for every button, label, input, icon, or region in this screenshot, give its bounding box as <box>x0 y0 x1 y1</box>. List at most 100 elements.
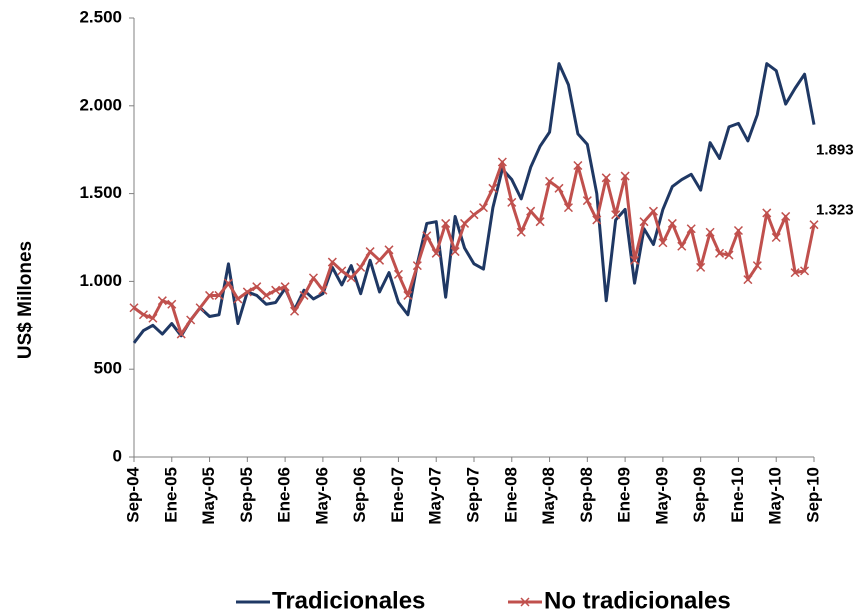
marker <box>195 303 205 313</box>
marker <box>639 217 649 227</box>
x-tick-label: May-10 <box>766 467 785 525</box>
marker <box>488 183 498 193</box>
legend-label: Tradicionales <box>272 587 425 614</box>
marker <box>545 176 555 186</box>
marker <box>214 290 224 300</box>
marker <box>242 287 252 297</box>
marker <box>318 285 328 295</box>
marker <box>771 232 781 243</box>
marker <box>356 262 366 272</box>
x-tick-label: Ene-09 <box>615 467 634 523</box>
marker <box>516 227 526 237</box>
marker <box>630 255 640 265</box>
x-tick-label: Sep-05 <box>237 467 256 523</box>
marker <box>403 290 413 300</box>
x-tick-label: Sep-10 <box>803 467 822 523</box>
y-axis-label: US$ Millones <box>15 241 36 359</box>
marker <box>138 310 148 320</box>
y-tick-label: 1.500 <box>79 183 122 202</box>
marker <box>554 183 564 193</box>
marker <box>648 206 658 216</box>
legend-marker <box>520 597 530 607</box>
x-tick-label: Sep-06 <box>350 467 369 523</box>
marker <box>762 208 772 218</box>
marker <box>601 173 611 183</box>
marker <box>157 296 167 306</box>
marker <box>148 313 158 323</box>
y-tick-label: 2.000 <box>79 95 122 114</box>
x-tick-label: Ene-05 <box>161 467 180 523</box>
marker <box>563 203 573 213</box>
y-tick-label: 1.000 <box>79 271 122 290</box>
marker <box>233 294 243 304</box>
y-tick-label: 500 <box>94 359 122 378</box>
marker <box>129 303 139 313</box>
marker <box>592 215 602 225</box>
x-tick-label: Sep-07 <box>463 467 482 523</box>
marker <box>724 250 734 260</box>
marker <box>705 227 715 237</box>
y-tick-label: 0 <box>113 446 122 465</box>
marker <box>582 196 592 206</box>
marker <box>469 210 479 220</box>
marker <box>573 160 583 171</box>
x-tick-label: May-08 <box>539 467 558 525</box>
legend-label: No tradicionales <box>544 587 731 614</box>
marker <box>526 206 536 216</box>
marker <box>441 218 451 228</box>
marker <box>620 171 630 181</box>
marker <box>375 255 385 265</box>
marker <box>280 282 290 292</box>
marker <box>507 197 517 207</box>
marker <box>743 275 753 285</box>
y-tick-label: 2.500 <box>79 7 122 26</box>
marker <box>696 262 706 272</box>
x-tick-label: Ene-10 <box>728 467 747 523</box>
marker <box>667 218 677 228</box>
marker <box>299 290 309 300</box>
marker <box>365 247 375 257</box>
x-tick-label: Ene-08 <box>501 467 520 523</box>
x-tick-label: Sep-04 <box>123 466 142 522</box>
x-tick-label: Sep-08 <box>577 467 596 523</box>
marker <box>422 231 432 241</box>
marker <box>733 225 743 236</box>
marker <box>611 210 621 220</box>
data-label: 1.893 <box>816 142 854 159</box>
marker <box>677 241 687 251</box>
marker <box>290 306 300 316</box>
marker <box>460 218 470 228</box>
marker <box>384 245 394 255</box>
x-tick-label: Ene-07 <box>388 467 407 523</box>
marker <box>186 315 196 325</box>
marker <box>261 290 271 300</box>
x-tick-label: May-06 <box>312 467 331 525</box>
marker <box>205 290 215 300</box>
marker <box>450 247 460 257</box>
marker <box>223 278 233 288</box>
marker <box>686 224 696 234</box>
marker <box>497 157 507 167</box>
marker <box>308 273 318 283</box>
marker <box>658 238 668 248</box>
marker <box>337 266 347 276</box>
marker <box>790 268 800 278</box>
marker <box>346 273 356 283</box>
marker <box>535 217 545 227</box>
marker <box>176 329 186 339</box>
marker <box>809 220 819 230</box>
x-tick-label: Sep-09 <box>690 467 709 523</box>
marker <box>478 203 488 213</box>
marker <box>252 282 262 292</box>
x-tick-label: May-05 <box>199 467 218 525</box>
marker <box>715 248 725 258</box>
marker <box>800 266 810 276</box>
marker <box>393 269 403 279</box>
x-tick-label: May-07 <box>426 467 445 525</box>
marker <box>167 299 177 309</box>
marker <box>752 261 762 271</box>
marker <box>781 211 791 221</box>
marker <box>271 285 281 295</box>
